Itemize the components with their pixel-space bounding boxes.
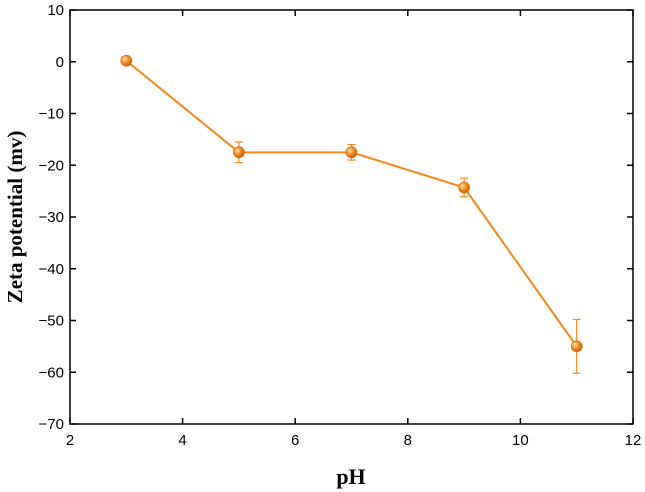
x-tick-label: 2 [66,432,74,449]
data-series [120,54,583,374]
data-point [232,146,245,159]
y-tick-label: −50 [39,313,64,330]
plot-frame [69,9,634,425]
data-point [570,340,583,353]
y-tick-label: −70 [39,416,64,433]
y-tick-label: −10 [39,106,64,123]
x-tick-label: 10 [512,432,529,449]
y-tick-label: −60 [39,364,64,381]
x-tick-label: 12 [625,432,642,449]
data-point [120,54,133,67]
x-tick-label: 8 [404,432,412,449]
data-point [345,146,358,159]
axis-ticks: 2 4 6 8 10 12 10 0 −10 −20 −30 −40 −50 −60 −70 [39,2,642,449]
y-tick-label: 10 [47,2,64,19]
x-tick-label: 6 [291,432,299,449]
y-tick-label: −40 [39,261,64,278]
x-tick-label: 4 [178,432,186,449]
series-line [125,59,578,347]
y-tick-label: −30 [39,209,64,226]
data-point [458,181,471,194]
y-axis-title: Zeta potential (mv) [3,131,27,304]
x-axis-title: pH [336,464,365,489]
y-tick-label: −20 [39,157,64,174]
y-tick-label: 0 [56,54,64,71]
